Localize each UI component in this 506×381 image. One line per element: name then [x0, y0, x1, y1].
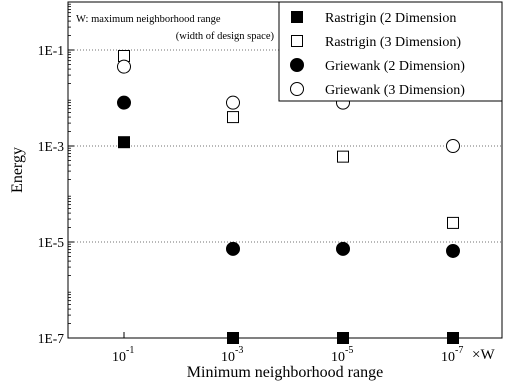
note-line-1: W: maximum neighborhood range — [76, 14, 221, 25]
y-tick-label: 1E-7 — [38, 331, 64, 346]
x-tick-exponent: -1 — [126, 345, 134, 356]
legend-label: Rastrigin (3 Dimension) — [325, 35, 461, 50]
x-tick-label: 10 — [331, 350, 345, 365]
y-tick-label: 1E-5 — [38, 235, 64, 250]
x-axis-label: Minimum neighborhood range — [187, 364, 383, 381]
legend-label: Griewank (2 Dimension) — [325, 59, 465, 74]
legend: Rastrigin (2 Dimension Rastrigin (3 Dimen… — [278, 1, 503, 102]
x-tick-exponent: -3 — [235, 345, 243, 356]
data-point — [117, 59, 131, 74]
data-point — [227, 111, 239, 124]
data-point — [227, 332, 239, 344]
legend-marker — [291, 11, 303, 23]
legend-marker — [291, 35, 303, 47]
x-tick-label: 10 — [441, 350, 455, 365]
y-axis-label: Energy — [9, 147, 26, 193]
data-point — [337, 150, 349, 163]
data-point — [118, 136, 130, 149]
data-point — [226, 241, 240, 256]
legend-label: Griewank (3 Dimension) — [325, 83, 465, 98]
legend-label: Rastrigin (2 Dimension — [325, 11, 456, 26]
y-tick-label: 1E-3 — [38, 139, 64, 154]
data-points — [117, 49, 460, 344]
data-point — [336, 241, 350, 256]
y-tick-label: 1E-1 — [38, 43, 64, 58]
x-tick-label: 10 — [221, 350, 235, 365]
data-point — [117, 95, 131, 110]
data-point — [226, 95, 240, 110]
note-line-2: (width of design space) — [176, 31, 275, 42]
x-tick-exponent: -7 — [455, 345, 463, 356]
x-tick-label: 10 — [112, 350, 126, 365]
legend-marker — [290, 58, 304, 72]
x-unit-label: ×W — [472, 347, 495, 363]
legend-marker — [290, 82, 304, 96]
legend-box — [278, 1, 503, 102]
data-point — [447, 216, 459, 229]
data-point — [446, 139, 460, 153]
x-tick-exponent: -5 — [345, 345, 353, 356]
data-point — [337, 332, 349, 344]
data-point — [446, 243, 460, 258]
data-point — [447, 332, 459, 344]
axis-ticks: 1E-11E-31E-51E-710 -1 10 -3 10 -5 10 -7 — [38, 3, 463, 365]
